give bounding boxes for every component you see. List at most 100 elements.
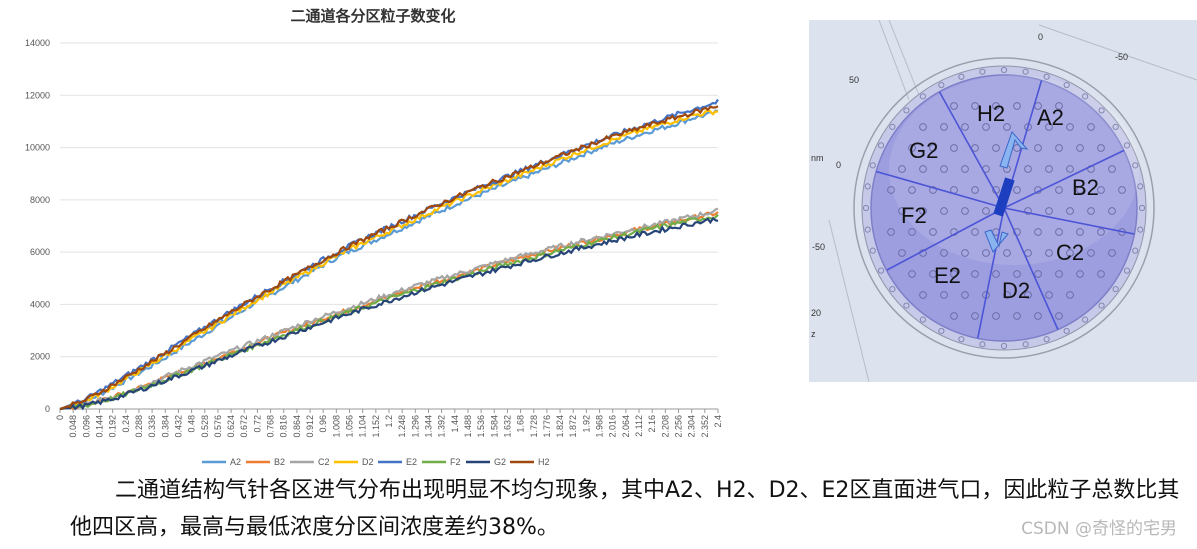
x-tick-label: 1.056 — [345, 415, 355, 438]
ring-hole-dot — [1098, 107, 1105, 114]
outer-ring — [853, 57, 1155, 359]
x-tick-label: 0.672 — [239, 415, 249, 438]
series-line-d2 — [59, 109, 719, 411]
x-tick-label: 2.112 — [634, 415, 644, 437]
x-tick-label: 1.008 — [331, 415, 341, 438]
hole-dot — [1034, 270, 1042, 278]
hole-dot — [1024, 207, 1032, 215]
ring-hole-dot — [1123, 267, 1131, 274]
ring-hole-dot — [1137, 183, 1144, 190]
hole-dot — [971, 270, 979, 278]
hole-dot — [1066, 249, 1074, 257]
series-line-c2 — [59, 207, 719, 411]
ring-hole-dot — [1112, 286, 1119, 293]
y-tick-label: 0 — [45, 404, 50, 414]
hole-dot — [940, 207, 948, 215]
hole-dot — [1108, 249, 1116, 257]
x-tick-label: 1.2 — [384, 415, 394, 428]
hole-dot — [992, 312, 1000, 320]
perspective-line — [888, 20, 920, 96]
x-tick-label: 1.632 — [502, 415, 512, 438]
hole-dot — [971, 102, 979, 110]
x-tick-label: 2.16 — [647, 415, 657, 433]
ring-hole-dot — [919, 316, 926, 323]
x-tick-label: 1.728 — [529, 415, 539, 438]
hole-dot — [1013, 102, 1021, 110]
legend-label-a2: A2 — [230, 457, 241, 467]
zone-label-h2: H2 — [977, 101, 1005, 126]
legend-label-c2: C2 — [318, 457, 330, 467]
hole-dot — [940, 123, 948, 131]
x-tick-label: 1.584 — [489, 415, 499, 438]
x-tick-label: 1.824 — [555, 415, 565, 438]
y-tick-label: 14000 — [25, 38, 50, 48]
disc-highlight — [889, 75, 1139, 265]
x-tick-label: 2.208 — [660, 415, 670, 438]
ring-hole-dot — [869, 162, 876, 169]
ring-hole-dot — [938, 81, 945, 89]
hole-dot — [887, 186, 895, 194]
hole-dot — [982, 207, 990, 215]
hole-pattern — [887, 102, 1126, 320]
hole-dot — [950, 102, 958, 110]
ring-hole-dot — [877, 142, 885, 149]
hole-dot — [887, 228, 895, 236]
hole-dot — [1024, 165, 1032, 173]
hole-dot — [1045, 291, 1053, 299]
divider-line — [933, 81, 1005, 209]
x-tick-label: 1.776 — [542, 415, 552, 438]
legend-label-h2: H2 — [538, 457, 550, 467]
perspective-line — [1038, 24, 1197, 81]
hole-dot — [929, 186, 937, 194]
x-tick-label: 0.864 — [292, 415, 302, 438]
hole-dot — [1055, 102, 1063, 110]
hole-dot — [1076, 270, 1084, 278]
hole-dot — [971, 228, 979, 236]
hole-dot — [919, 123, 927, 131]
hole-dot — [1076, 228, 1084, 236]
ring-hole-dot — [1063, 81, 1070, 89]
x-tick-label: 2.4 — [713, 415, 723, 428]
hole-dot — [950, 144, 958, 152]
x-tick-label: 0.72 — [252, 415, 262, 433]
ruler-label: -50 — [812, 242, 825, 252]
hole-dot — [1066, 165, 1074, 173]
hole-dot — [1097, 144, 1105, 152]
legend-label-d2: D2 — [362, 457, 374, 467]
x-tick-label: 0.24 — [121, 415, 131, 433]
x-tick-label: 0 — [55, 415, 65, 420]
x-tick-label: 1.68 — [516, 415, 526, 433]
hole-dot — [1034, 228, 1042, 236]
divider-line — [1003, 147, 1130, 209]
x-tick-label: 2.352 — [700, 415, 710, 438]
hole-dot — [1024, 291, 1032, 299]
hole-dot — [1097, 186, 1105, 194]
x-tick-label: 0.096 — [81, 415, 91, 438]
x-tick-label: 1.536 — [476, 415, 486, 438]
hole-dot — [961, 207, 969, 215]
hole-dot — [919, 207, 927, 215]
x-tick-label: 1.248 — [397, 415, 407, 438]
hole-dot — [1055, 186, 1063, 194]
hole-dot — [919, 291, 927, 299]
hole-dot — [940, 291, 948, 299]
ring-hole-dot — [1022, 341, 1029, 348]
x-axis: 0 0.048 0.096 0.144 0.192 0.24 0.288 0.336 0.384… — [55, 409, 723, 438]
hole-dot — [1013, 186, 1021, 194]
x-tick-label: 1.872 — [568, 415, 578, 438]
x-tick-label: 0.048 — [68, 415, 78, 438]
ring-hole-dot — [1082, 93, 1089, 100]
x-tick-label: 0.624 — [226, 415, 236, 438]
hole-dot — [940, 249, 948, 257]
hole-dot — [1055, 312, 1063, 320]
ruler-label: -50 — [1115, 52, 1128, 62]
hole-dot — [1066, 291, 1074, 299]
hole-dot — [961, 291, 969, 299]
zone-label-c2: C2 — [1056, 240, 1084, 265]
x-tick-label: 1.344 — [423, 415, 433, 438]
hole-dot — [1003, 123, 1011, 131]
x-tick-label: 0.432 — [173, 415, 183, 438]
ruler-label: 20 — [811, 308, 821, 318]
hole-dot — [929, 228, 937, 236]
legend-label-e2: E2 — [406, 457, 417, 467]
